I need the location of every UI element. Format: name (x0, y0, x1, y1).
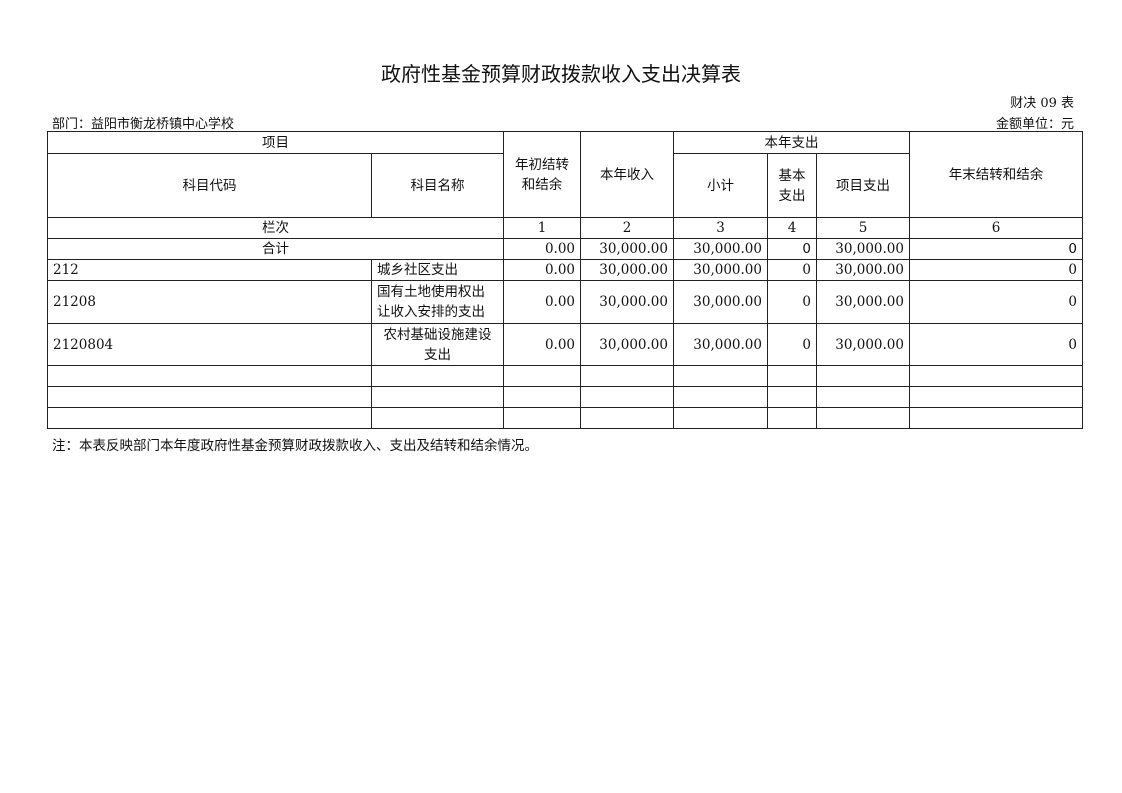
cell-code: 2120804 (47, 323, 372, 366)
empty-row (47, 407, 1083, 429)
cell: 30,000.00 (673, 280, 768, 324)
cell: 30,000.00 (673, 259, 768, 281)
cell: 0 (767, 238, 817, 260)
table-row: 2120804 农村基础设施建设支出 0.00 30,000.00 30,000… (47, 323, 1083, 366)
cell: 30,000.00 (673, 238, 768, 260)
header-subtotal: 小计 (673, 153, 768, 218)
header-name: 科目名称 (371, 153, 504, 218)
cell: 0 (767, 323, 817, 366)
budget-table: 项目 年初结转和结余 本年收入 本年支出 年末结转和结余 科目代码 科目名称 小… (47, 131, 1083, 429)
table-row: 212 城乡社区支出 0.00 30,000.00 30,000.00 0 30… (47, 259, 1083, 281)
cell: 0 (767, 280, 817, 324)
table-row: 21208 国有土地使用权出让收入安排的支出 0.00 30,000.00 30… (47, 280, 1083, 324)
header-begin: 年初结转和结余 (503, 131, 581, 218)
cell: 30,000.00 (580, 280, 674, 324)
form-number: 财决 09 表 (1010, 96, 1074, 111)
cell: 0.00 (503, 323, 581, 366)
col-index: 2 (580, 217, 674, 239)
cell: 30,000.00 (816, 259, 910, 281)
footnote: 注：本表反映部门本年度政府性基金预算财政拨款收入、支出及结转和结余情况。 (52, 438, 538, 454)
header-code: 科目代码 (47, 153, 372, 218)
department: 部门：益阳市衡龙桥镇中心学校 (52, 117, 235, 132)
col-index: 1 (503, 217, 581, 239)
col-index: 3 (673, 217, 768, 239)
cell: 30,000.00 (580, 323, 674, 366)
header-expense: 本年支出 (673, 131, 910, 154)
header-item: 项目 (47, 131, 504, 154)
cell-name: 城乡社区支出 (371, 259, 504, 281)
cell: 0.00 (503, 259, 581, 281)
cell: 30,000.00 (816, 238, 910, 260)
header-income: 本年收入 (580, 131, 674, 218)
cell: 0 (909, 323, 1083, 366)
cell: 0.00 (503, 280, 581, 324)
header-project: 项目支出 (816, 153, 910, 218)
cell: 0 (767, 259, 817, 281)
total-label: 合计 (47, 238, 504, 260)
col-index: 4 (767, 217, 817, 239)
total-row: 合计 0.00 30,000.00 30,000.00 0 30,000.00 … (47, 238, 1083, 260)
col-index: 5 (816, 217, 910, 239)
cell-code: 21208 (47, 280, 372, 324)
header-end: 年末结转和结余 (909, 131, 1083, 218)
empty-row (47, 365, 1083, 387)
cell: 0 (909, 280, 1083, 324)
cell: 30,000.00 (580, 238, 674, 260)
cell-name: 国有土地使用权出让收入安排的支出 (371, 280, 504, 324)
cell: 30,000.00 (673, 323, 768, 366)
cell-code: 212 (47, 259, 372, 281)
page-title: 政府性基金预算财政拨款收入支出决算表 (381, 62, 741, 86)
cell: 0 (909, 238, 1083, 260)
cell-name: 农村基础设施建设支出 (371, 323, 504, 366)
cell: 30,000.00 (580, 259, 674, 281)
col-index: 6 (909, 217, 1083, 239)
cell: 30,000.00 (816, 280, 910, 324)
col-index-label: 栏次 (47, 217, 504, 239)
empty-row (47, 386, 1083, 408)
cell: 0 (909, 259, 1083, 281)
cell: 30,000.00 (816, 323, 910, 366)
amount-unit: 金额单位：元 (995, 117, 1074, 132)
cell: 0.00 (503, 238, 581, 260)
header-basic: 基本支出 (767, 153, 817, 218)
